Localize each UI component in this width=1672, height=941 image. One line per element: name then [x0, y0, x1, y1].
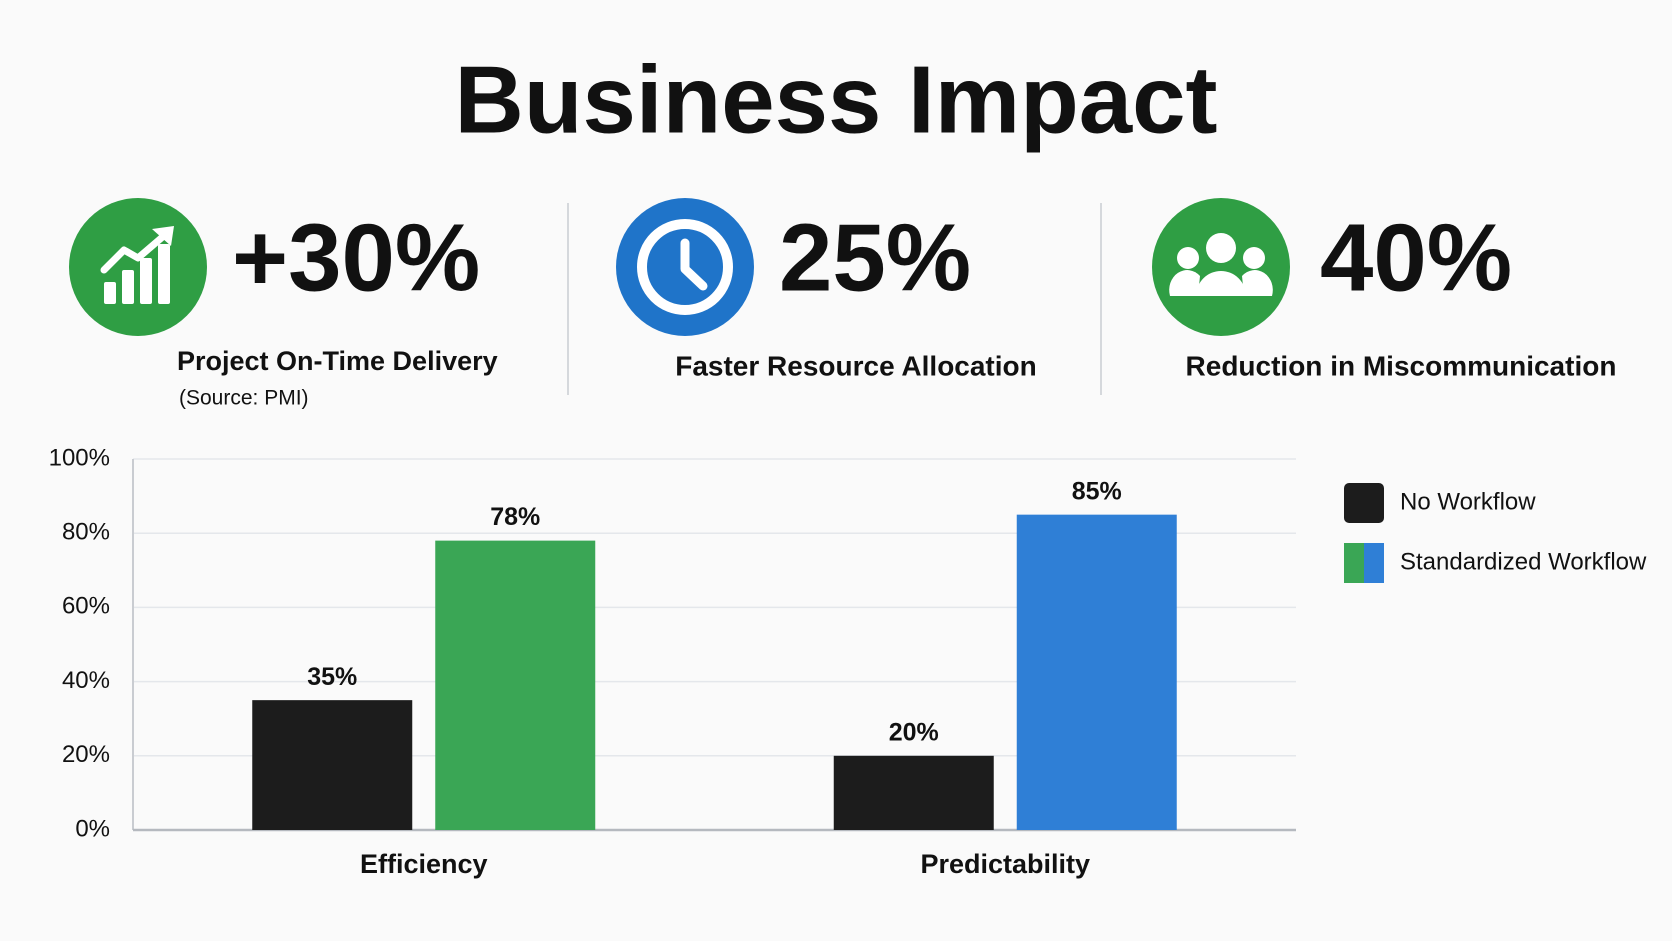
kpi-value: 25%: [779, 204, 971, 311]
kpi-note: (Source: PMI): [179, 387, 309, 410]
x-tick-label: Predictability: [920, 849, 1090, 879]
title: Business Impact: [455, 46, 1218, 153]
y-tick-label: 100%: [49, 444, 110, 471]
legend-swatch: [1364, 543, 1384, 583]
y-tick-label: 20%: [62, 741, 110, 768]
bar-chart: 0% 20% 40% 60% 80% 100% Efficiency 35% 78% Predic…: [49, 444, 1647, 879]
data-label: 35%: [307, 663, 357, 691]
kpi-icon: [616, 198, 754, 336]
kpi-value: +30%: [232, 204, 480, 311]
data-label: 78%: [490, 503, 540, 531]
bar: [435, 540, 596, 830]
x-tick-label: Efficiency: [360, 849, 488, 879]
kpi-icon: [69, 198, 207, 336]
kpi-icon: [1152, 198, 1290, 336]
bar: [252, 700, 413, 830]
legend-swatch: [1344, 483, 1384, 523]
data-label: 20%: [889, 718, 939, 746]
kpi-label: Reduction in Miscommunication: [1186, 350, 1617, 381]
kpi-value: 40%: [1320, 204, 1512, 311]
y-tick-label: 0%: [75, 815, 110, 842]
data-label: 85%: [1072, 477, 1122, 505]
kpi-label: Project On-Time Delivery: [177, 346, 498, 376]
bar: [833, 755, 994, 830]
y-tick-label: 80%: [62, 519, 110, 546]
legend-label: Standardized Workflow: [1400, 548, 1647, 575]
y-tick-label: 60%: [62, 593, 110, 620]
bar: [1016, 514, 1177, 830]
legend-label: No Workflow: [1400, 488, 1536, 515]
y-tick-label: 40%: [62, 667, 110, 694]
legend-swatch: [1344, 543, 1364, 583]
kpi-label: Faster Resource Allocation: [675, 350, 1037, 381]
